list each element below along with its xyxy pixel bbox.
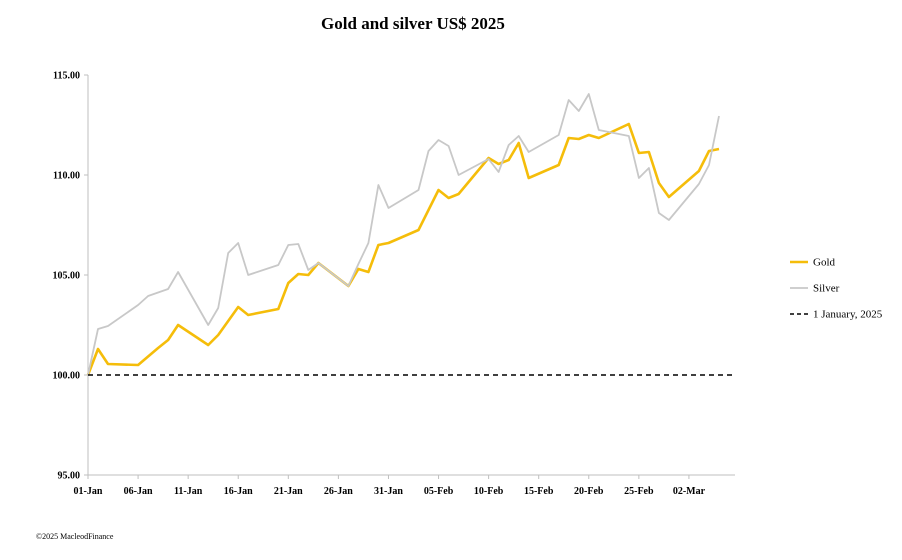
series-line-gold xyxy=(86,122,720,376)
x-tick-label: 26-Jan xyxy=(324,486,353,497)
y-tick-label: 115.00 xyxy=(53,71,80,82)
legend-label: Silver xyxy=(813,283,840,295)
x-tick-label: 20-Feb xyxy=(574,486,604,497)
x-tick-label: 01-Jan xyxy=(74,486,103,497)
x-tick-label: 21-Jan xyxy=(274,486,303,497)
x-tick-label: 16-Jan xyxy=(224,486,253,497)
legend-label: 1 January, 2025 xyxy=(813,309,883,321)
x-tick-label: 05-Feb xyxy=(424,486,454,497)
x-tick-label: 31-Jan xyxy=(374,486,403,497)
chart-title: Gold and silver US$ 2025 xyxy=(321,14,505,33)
x-tick-label: 25-Feb xyxy=(624,486,654,497)
legend-label: Gold xyxy=(813,257,836,269)
x-tick-label: 15-Feb xyxy=(524,486,554,497)
x-tick-label: 02-Mar xyxy=(673,486,706,497)
y-tick-label: 100.00 xyxy=(53,371,81,382)
copyright-footer: ©2025 MacleodFinance xyxy=(36,532,114,541)
series-line-silver xyxy=(87,93,720,376)
y-tick-label: 110.00 xyxy=(53,171,80,182)
x-tick-label: 06-Jan xyxy=(124,486,153,497)
y-tick-label: 95.00 xyxy=(58,471,81,482)
x-tick-label: 10-Feb xyxy=(474,486,504,497)
x-tick-label: 11-Jan xyxy=(174,486,203,497)
y-tick-label: 105.00 xyxy=(53,271,81,282)
